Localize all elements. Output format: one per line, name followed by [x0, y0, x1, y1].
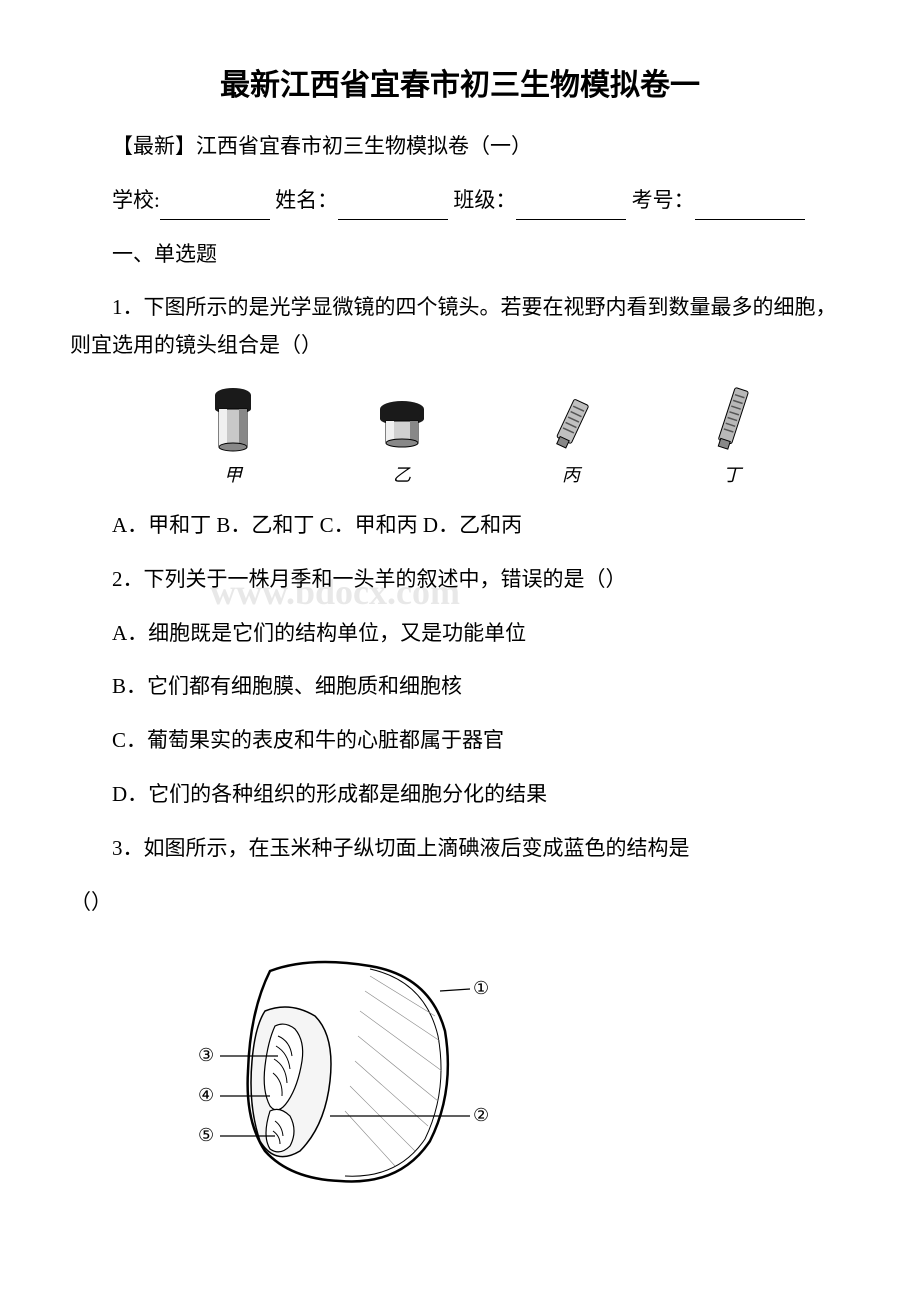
question-3-cont: （） [70, 884, 850, 922]
name-label: 姓名： [275, 188, 338, 212]
school-label: 学校: [112, 188, 160, 212]
q2-option-b: B．它们都有细胞膜、细胞质和细胞核 [70, 668, 850, 706]
seed-label-2: ② [473, 1105, 489, 1125]
lens-icon-4 [712, 385, 752, 455]
form-line: 学校: 姓名： 班级： 考号： [70, 182, 850, 220]
lens-label-3: 丙 [562, 461, 580, 487]
question-3: 3．如图所示，在玉米种子纵切面上滴碘液后变成蓝色的结构是 [70, 830, 850, 868]
q1-options: A．甲和丁 B．乙和丁 C．甲和丙 D．乙和丙 [70, 507, 850, 545]
question-2: 2．下列关于一株月季和一头羊的叙述中，错误的是（） [70, 561, 850, 599]
q2-option-a: A．细胞既是它们的结构单位，又是功能单位 [70, 615, 850, 653]
q2-option-c: C．葡萄果实的表皮和牛的心脏都属于器官 [70, 722, 850, 760]
lens-label-4: 丁 [723, 461, 741, 487]
name-blank [338, 194, 448, 219]
lens-label-1: 甲 [224, 461, 242, 487]
question-1: 1．下图所示的是光学显微镜的四个镜头。若要在视野内看到数量最多的细胞，则宜选用的… [70, 289, 850, 365]
lens-icon-3 [546, 395, 596, 455]
lens-icon-2 [374, 399, 430, 455]
seed-label-5: ⑤ [198, 1125, 214, 1145]
lens-item-2: 乙 [374, 399, 430, 487]
lens-item-4: 丁 [712, 385, 752, 487]
seed-diagram: ① ② ③ ④ ⑤ [170, 941, 850, 1206]
subtitle: 【最新】江西省宜春市初三生物模拟卷（一） [70, 128, 850, 166]
lens-item-3: 丙 [546, 395, 596, 487]
class-blank [516, 194, 626, 219]
class-label: 班级： [453, 188, 516, 212]
lens-item-1: 甲 [208, 385, 258, 487]
lens-icon-1 [208, 385, 258, 455]
q2-option-d: D．它们的各种组织的形成都是细胞分化的结果 [70, 776, 850, 814]
examid-label: 考号： [632, 188, 695, 212]
school-blank [160, 194, 270, 219]
lens-label-2: 乙 [393, 461, 411, 487]
seed-label-1: ① [473, 978, 489, 998]
page-title: 最新江西省宜春市初三生物模拟卷一 [70, 60, 850, 104]
section-header: 一、单选题 [70, 236, 850, 274]
examid-blank [695, 194, 805, 219]
seed-label-3: ③ [198, 1045, 214, 1065]
lens-diagram-row: 甲 乙 丙 [150, 385, 810, 487]
seed-label-4: ④ [198, 1085, 214, 1105]
